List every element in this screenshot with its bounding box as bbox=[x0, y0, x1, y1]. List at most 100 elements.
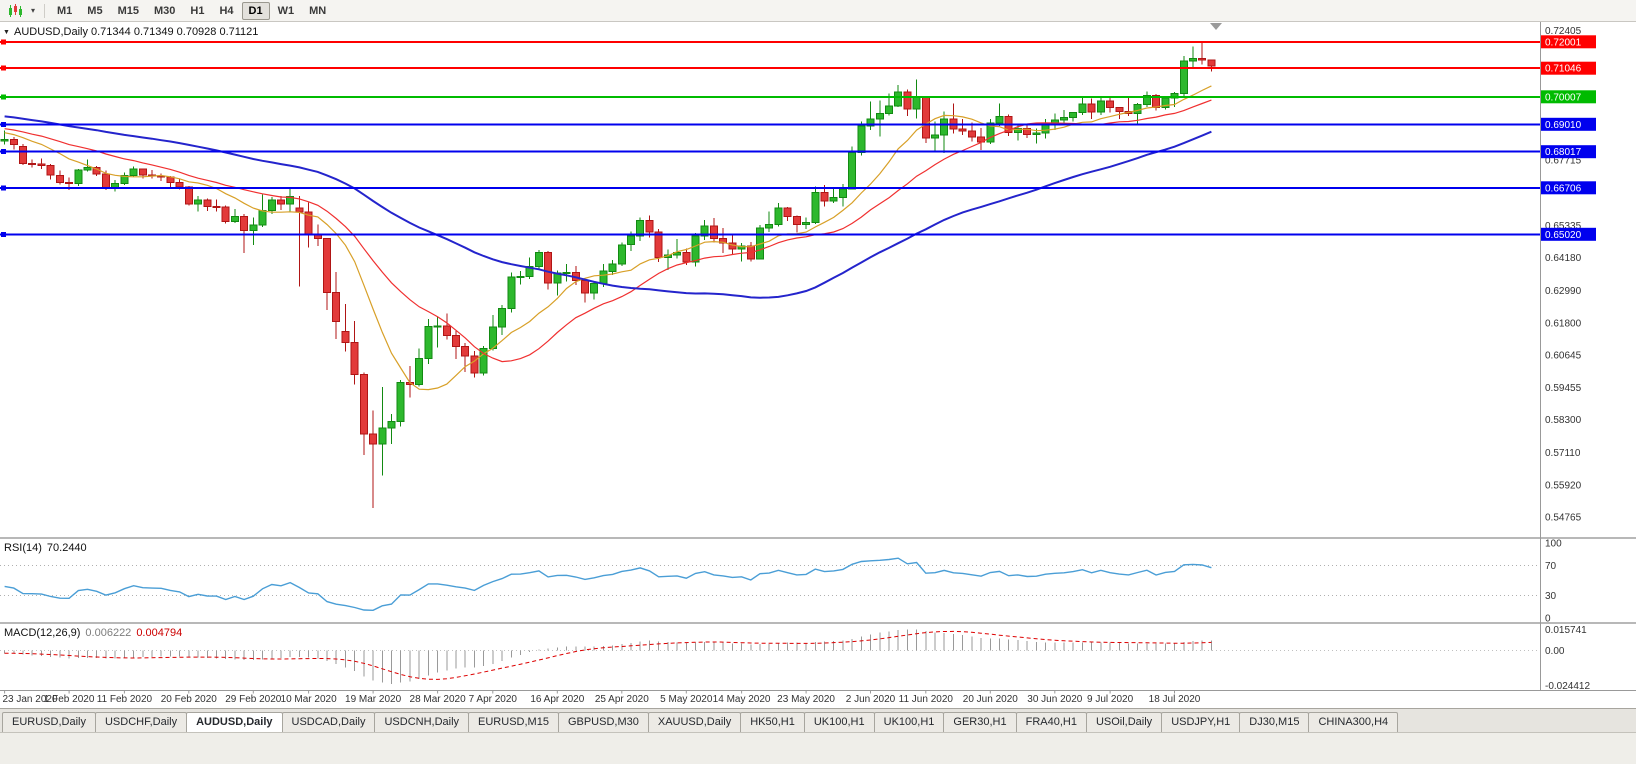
horizontal-line-0.65020[interactable] bbox=[0, 231, 1540, 237]
candle-body bbox=[894, 91, 903, 107]
svg-text:0.68017: 0.68017 bbox=[1545, 147, 1582, 158]
timeframe-button-h1[interactable]: H1 bbox=[190, 4, 205, 17]
moving-average-50-line bbox=[4, 115, 1212, 299]
candle-body bbox=[129, 168, 138, 176]
price-axis[interactable] bbox=[1540, 22, 1636, 708]
rsi-axis-label: 30 bbox=[1545, 591, 1557, 602]
chart-tab-uk100-h1[interactable]: UK100,H1 bbox=[803, 712, 875, 732]
svg-text:0.66706: 0.66706 bbox=[1545, 183, 1582, 194]
chart-tab-eurusd-m15[interactable]: EURUSD,M15 bbox=[468, 712, 559, 732]
time-axis-label: 16 Apr 2020 bbox=[530, 694, 584, 705]
rsi-value: 70.2440 bbox=[46, 542, 87, 554]
timeframe-button-m15[interactable]: M15 bbox=[117, 4, 139, 17]
time-axis-label: 14 May 2020 bbox=[713, 694, 771, 705]
horizontal-line-0.68017[interactable] bbox=[0, 149, 1540, 155]
chart-window-icon[interactable] bbox=[4, 2, 26, 20]
timeframe-button-mn[interactable]: MN bbox=[309, 4, 327, 17]
timeframe-button-h4[interactable]: H4 bbox=[219, 4, 234, 17]
candle-body bbox=[470, 355, 479, 374]
candle-body bbox=[1023, 127, 1032, 136]
chart-type-dropdown-icon[interactable]: ▾ bbox=[30, 6, 35, 15]
candle-body bbox=[277, 199, 285, 205]
chart-tab-usoil-daily[interactable]: USOil,Daily bbox=[1085, 712, 1163, 732]
chart-tab-usdcad-daily[interactable]: USDCAD,Daily bbox=[281, 712, 376, 732]
chart-tab-bar: EURUSD,Daily USDCHF,Daily AUDUSD,Daily USDC… bbox=[0, 708, 1636, 732]
chart-tab-usdjpy-h1[interactable]: USDJPY,H1 bbox=[1161, 712, 1241, 732]
timeframe-button-d1[interactable]: D1 bbox=[241, 1, 270, 20]
candle-body bbox=[820, 191, 829, 202]
candle-body bbox=[387, 421, 396, 429]
chart-window: ▼ AUDUSD,Daily 0.71344 0.71349 0.70928 0… bbox=[0, 22, 1636, 708]
candle-body bbox=[341, 330, 350, 343]
svg-text:0.70007: 0.70007 bbox=[1545, 92, 1582, 103]
candle-body bbox=[396, 382, 405, 423]
candle-body bbox=[378, 427, 387, 445]
chart-title: AUDUSD,Daily 0.71344 0.71349 0.70928 0.7… bbox=[14, 26, 259, 38]
status-strip bbox=[0, 732, 1636, 764]
price-axis-label: 0.58300 bbox=[1545, 415, 1582, 426]
candle-body bbox=[433, 325, 442, 328]
timeframe-button-m1[interactable]: M1 bbox=[57, 4, 73, 17]
time-axis-label: 23 May 2020 bbox=[777, 694, 835, 705]
chart-tab-usdcnh-daily[interactable]: USDCNH,Daily bbox=[374, 712, 470, 732]
candle-body bbox=[295, 207, 304, 213]
time-axis-label: 18 Jul 2020 bbox=[1149, 694, 1201, 705]
horizontal-line-0.70007[interactable] bbox=[0, 94, 1540, 100]
candle-body bbox=[885, 105, 893, 115]
candle-body bbox=[958, 128, 967, 132]
chart-shift-marker-icon[interactable] bbox=[1210, 23, 1222, 30]
candle-body bbox=[359, 373, 368, 435]
time-axis-label: 7 Apr 2020 bbox=[469, 694, 518, 705]
candle-body bbox=[424, 325, 433, 360]
candle-body bbox=[332, 292, 341, 323]
candle-body bbox=[46, 165, 55, 176]
candle-body bbox=[37, 163, 46, 167]
chart-tab-china300-h4[interactable]: CHINA300,H4 bbox=[1308, 712, 1399, 732]
candle-body bbox=[562, 271, 571, 274]
candle-body bbox=[249, 224, 258, 232]
candle-body bbox=[1189, 57, 1197, 62]
chart-tab-hk50-h1[interactable]: HK50,H1 bbox=[740, 712, 805, 732]
chart-tab-ger30-h1[interactable]: GER30,H1 bbox=[943, 712, 1017, 732]
chart-tab-gbpusd-m30[interactable]: GBPUSD,M30 bbox=[557, 712, 649, 732]
candle-body bbox=[286, 196, 295, 205]
candle-body bbox=[350, 341, 359, 375]
candle-body bbox=[313, 234, 322, 240]
candle-body bbox=[1060, 117, 1068, 121]
price-axis-label: 0.54765 bbox=[1545, 513, 1582, 524]
price-axis-label: 0.61800 bbox=[1545, 319, 1582, 330]
candle-body bbox=[1069, 111, 1078, 119]
candle-body bbox=[1087, 103, 1096, 113]
horizontal-line-0.71046[interactable] bbox=[0, 65, 1540, 71]
candle-body bbox=[1152, 95, 1161, 109]
candle-body bbox=[700, 225, 709, 237]
candle-body bbox=[221, 206, 230, 223]
svg-text:0.69010: 0.69010 bbox=[1545, 120, 1582, 131]
chart-tab-xauusd-daily[interactable]: XAUUSD,Daily bbox=[647, 712, 742, 732]
candle-body bbox=[802, 221, 811, 226]
price-axis-label: 0.55920 bbox=[1545, 481, 1582, 492]
price-axis-label: 0.72405 bbox=[1545, 26, 1582, 37]
chart-tab-audusd-daily[interactable]: AUDUSD,Daily bbox=[186, 712, 283, 732]
candle-body bbox=[627, 235, 635, 246]
time-axis-label: 11 Feb 2020 bbox=[97, 694, 153, 705]
horizontal-line-0.72001[interactable] bbox=[0, 39, 1540, 45]
one-click-trading-icon[interactable]: ▼ bbox=[3, 29, 10, 36]
chart-tab-uk100-h1[interactable]: UK100,H1 bbox=[873, 712, 945, 732]
chart-tab-usdchf-daily[interactable]: USDCHF,Daily bbox=[94, 712, 188, 732]
candle-body bbox=[875, 113, 884, 120]
candle-body bbox=[516, 276, 525, 278]
time-axis-label: 2 Jun 2020 bbox=[846, 694, 896, 705]
chart-tab-fra40-h1[interactable]: FRA40,H1 bbox=[1015, 712, 1087, 732]
horizontal-line-0.69010[interactable] bbox=[0, 121, 1540, 127]
time-axis-label: 5 May 2020 bbox=[660, 694, 713, 705]
candle-body bbox=[903, 91, 912, 110]
candle-body bbox=[184, 186, 193, 205]
timeframe-button-w1[interactable]: W1 bbox=[277, 4, 295, 17]
timeframe-button-m5[interactable]: M5 bbox=[87, 4, 103, 17]
chart-tab-eurusd-daily[interactable]: EURUSD,Daily bbox=[2, 712, 96, 732]
chart-tab-dj30-m15[interactable]: DJ30,M15 bbox=[1239, 712, 1310, 732]
timeframe-button-m30[interactable]: M30 bbox=[153, 4, 176, 17]
chart-plot-area[interactable] bbox=[0, 22, 1540, 691]
horizontal-line-0.66706[interactable] bbox=[0, 185, 1540, 191]
